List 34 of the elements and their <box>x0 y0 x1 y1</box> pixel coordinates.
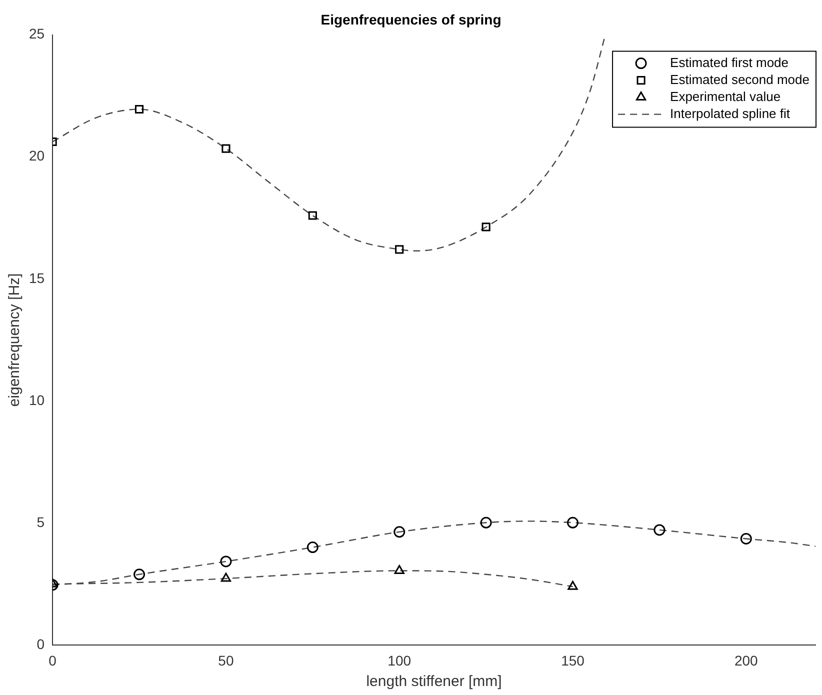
point <box>654 524 666 536</box>
x-tick-label: 150 <box>561 652 585 668</box>
point <box>222 144 230 153</box>
legend-label: Experimental value <box>670 88 781 104</box>
point <box>308 211 317 220</box>
point <box>134 104 144 114</box>
y-tick-label: 5 <box>36 514 45 530</box>
x-tick-label: 200 <box>734 652 758 668</box>
point <box>134 568 146 580</box>
y-tick-label: 15 <box>28 270 45 286</box>
point <box>395 245 404 254</box>
legend-label: Interpolated spline fit <box>670 106 790 121</box>
point <box>394 526 406 538</box>
x-axis-title: length stiffener [mm] <box>366 673 502 690</box>
point <box>482 222 490 232</box>
point <box>567 516 578 528</box>
y-tick-label: 10 <box>28 392 45 408</box>
x-tick-label: 50 <box>218 652 234 668</box>
x-tick-label: 100 <box>388 652 412 668</box>
point <box>740 532 752 544</box>
point <box>220 572 232 582</box>
x-tick-label: 0 <box>48 652 57 668</box>
point <box>306 542 318 554</box>
y-tick-label: 25 <box>28 26 45 42</box>
chart-title: Eigenfrequencies of spring <box>320 11 502 28</box>
legend-label: Estimated second mode <box>670 72 810 87</box>
y-tick-label: 20 <box>28 148 45 164</box>
point <box>220 556 232 568</box>
point <box>480 516 492 528</box>
legend-label: Estimated first mode <box>670 54 789 70</box>
point <box>394 564 404 574</box>
y-tick-label: 0 <box>36 636 45 652</box>
y-axis-title: eigenfrequency [Hz] <box>6 273 24 407</box>
point <box>568 580 578 590</box>
